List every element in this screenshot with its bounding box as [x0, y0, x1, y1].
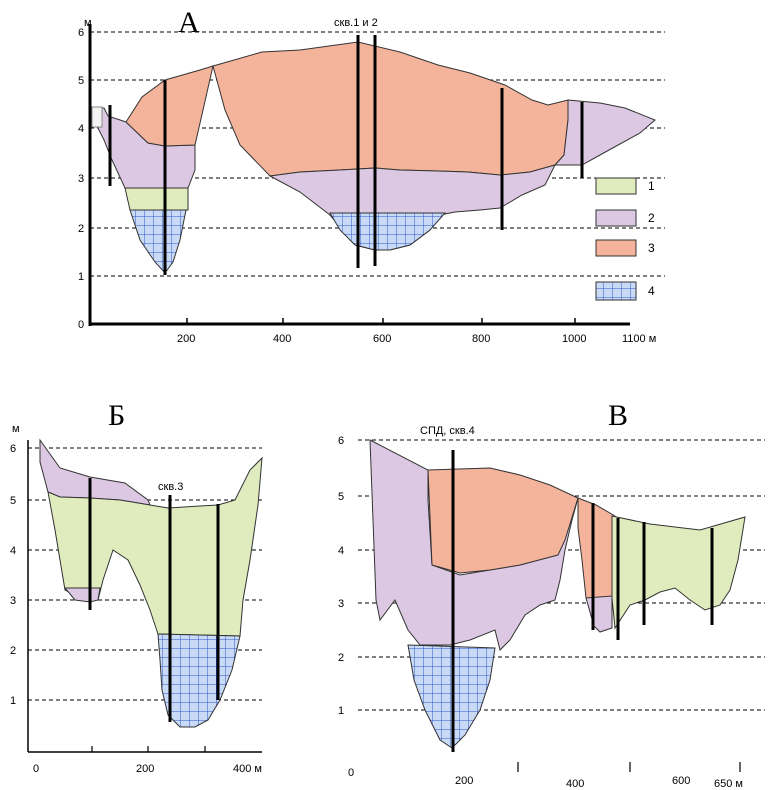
panel-b-layers — [39, 438, 263, 728]
panel-v-layer-3-left — [427, 467, 579, 574]
svg-text:0: 0 — [348, 767, 354, 779]
panel-a-wells — [108, 35, 584, 275]
panel-b-axes — [27, 440, 262, 753]
svg-text:400 м: 400 м — [233, 763, 262, 775]
svg-text:6: 6 — [10, 443, 16, 455]
svg-text:400: 400 — [273, 333, 291, 345]
svg-text:6: 6 — [338, 435, 344, 447]
svg-text:650 м: 650 м — [714, 778, 743, 790]
svg-text:0: 0 — [33, 763, 39, 775]
panel-v: В СПД, скв.4 6 5 4 — [338, 399, 765, 790]
svg-text:2: 2 — [78, 223, 84, 235]
panel-a: А м скв.1 и — [78, 6, 665, 345]
panel-a-layer-3-left — [125, 65, 214, 147]
panel-a-axes — [88, 24, 630, 326]
svg-text:3: 3 — [78, 173, 84, 185]
legend-swatch-3 — [595, 239, 637, 257]
panel-v-wells — [451, 450, 714, 752]
svg-text:4: 4 — [10, 545, 16, 557]
panel-a-well-label: скв.1 и 2 — [334, 17, 378, 29]
svg-text:200: 200 — [136, 763, 154, 775]
panel-b-x-ticks: 0 200 400 м — [33, 763, 262, 775]
panel-v-layer-1-right — [611, 515, 746, 630]
panel-a-layer-4-main — [329, 212, 447, 251]
panel-v-well-label: СПД, скв.4 — [420, 425, 475, 437]
panel-a-layer-3-main — [212, 41, 569, 177]
svg-text:5: 5 — [10, 495, 16, 507]
panel-b: Б м скв.3 6 — [10, 399, 263, 775]
panel-a-layer-4-left — [129, 209, 187, 274]
panel-a-title: А — [178, 6, 200, 39]
panel-v-y-ticks: 6 5 4 3 2 1 — [338, 435, 344, 717]
svg-text:0: 0 — [78, 319, 84, 331]
legend-label-1: 1 — [648, 179, 655, 193]
legend-label-2: 2 — [648, 211, 655, 225]
panel-v-layer-2-left — [369, 439, 579, 651]
svg-text:600: 600 — [373, 333, 391, 345]
svg-text:400: 400 — [566, 778, 584, 790]
panel-v-x-axis: 0 200 400 600 650 м — [348, 762, 743, 790]
svg-text:200: 200 — [177, 333, 195, 345]
svg-text:5: 5 — [338, 491, 344, 503]
legend: 1 2 3 4 — [595, 177, 655, 301]
svg-text:600: 600 — [672, 775, 690, 787]
panel-b-y-unit: м — [12, 423, 20, 435]
panel-b-y-ticks: 6 5 4 3 2 1 — [10, 443, 16, 707]
legend-label-4: 4 — [648, 284, 655, 298]
svg-text:1000: 1000 — [562, 333, 586, 345]
panel-a-x-ticks: 200 400 600 800 1000 1100 м — [177, 333, 656, 345]
panel-v-layers — [369, 439, 746, 749]
svg-text:4: 4 — [78, 123, 84, 135]
legend-swatch-2 — [595, 209, 637, 227]
panel-a-layer-2-right — [553, 99, 656, 166]
legend-label-3: 3 — [648, 241, 655, 255]
svg-text:1: 1 — [78, 271, 84, 283]
panel-a-y-ticks: 0 1 2 3 4 5 6 — [78, 27, 84, 331]
panel-v-title: В — [608, 399, 628, 432]
panel-a-y-unit: м — [84, 17, 92, 29]
svg-text:6: 6 — [78, 27, 84, 39]
svg-text:3: 3 — [338, 598, 344, 610]
svg-text:200: 200 — [455, 775, 473, 787]
svg-text:5: 5 — [78, 75, 84, 87]
panel-a-layer-1-left — [124, 187, 189, 211]
panel-v-layer-3-right — [577, 497, 616, 601]
svg-text:2: 2 — [10, 645, 16, 657]
panel-b-well-label: скв.3 — [158, 481, 183, 493]
panel-v-layer-2-pocket — [585, 595, 613, 633]
legend-swatch-1 — [595, 177, 637, 195]
legend-swatch-4 — [595, 281, 637, 301]
panel-b-wells — [88, 478, 220, 722]
panel-b-title: Б — [108, 399, 125, 432]
svg-text:3: 3 — [10, 595, 16, 607]
svg-text:1: 1 — [10, 695, 16, 707]
panel-a-layers — [91, 41, 656, 274]
svg-text:1: 1 — [338, 705, 344, 717]
svg-text:1100 м: 1100 м — [622, 333, 656, 345]
svg-text:4: 4 — [338, 545, 344, 557]
svg-text:2: 2 — [338, 652, 344, 664]
svg-text:800: 800 — [472, 333, 490, 345]
